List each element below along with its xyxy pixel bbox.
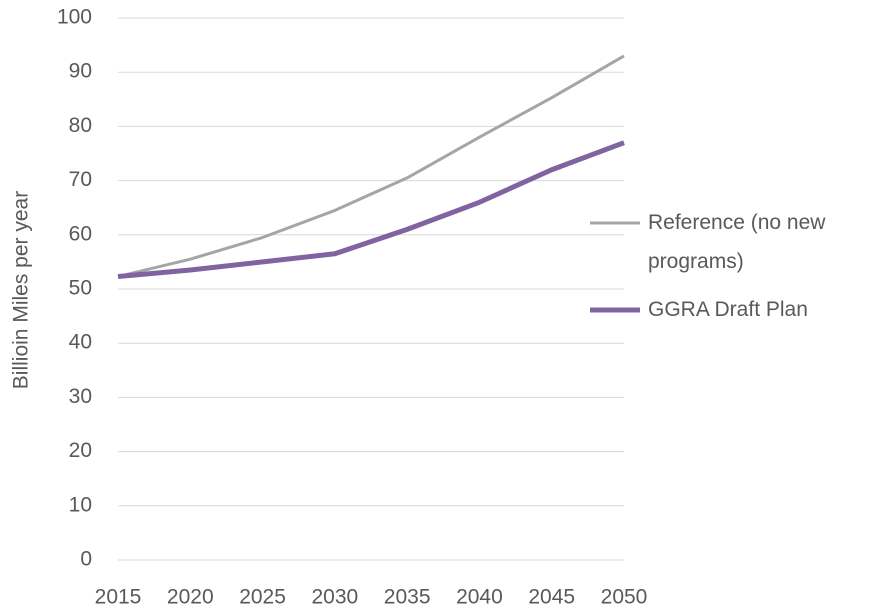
y-tick-label: 20 [69, 439, 92, 462]
legend-label: Reference (no new programs) [648, 211, 826, 273]
y-tick-label: 0 [80, 548, 92, 571]
y-tick-label: 50 [69, 277, 92, 300]
legend-label: GGRA Draft Plan [648, 298, 808, 321]
y-tick-label: 10 [69, 493, 92, 516]
y-tick-label: 60 [69, 222, 92, 245]
x-tick-label: 2040 [456, 586, 503, 609]
x-tick-label: 2035 [384, 586, 431, 609]
x-tick-label: 2025 [239, 586, 286, 609]
y-tick-label: 30 [69, 385, 92, 408]
x-tick-label: 2015 [95, 586, 142, 609]
y-tick-label: 90 [69, 60, 92, 83]
line-series [117, 54, 625, 278]
y-axis-label: Billioin Miles per year [10, 191, 33, 389]
y-tick-label: 70 [69, 168, 92, 191]
y-tick-label: 100 [57, 6, 92, 29]
x-tick-label: 2045 [528, 586, 575, 609]
x-tick-label: 2020 [167, 586, 214, 609]
line-series [117, 140, 625, 280]
x-tick-label: 2050 [601, 586, 648, 609]
x-tick-label: 2030 [311, 586, 358, 609]
y-tick-label: 40 [69, 331, 92, 354]
y-tick-label: 80 [69, 114, 92, 137]
